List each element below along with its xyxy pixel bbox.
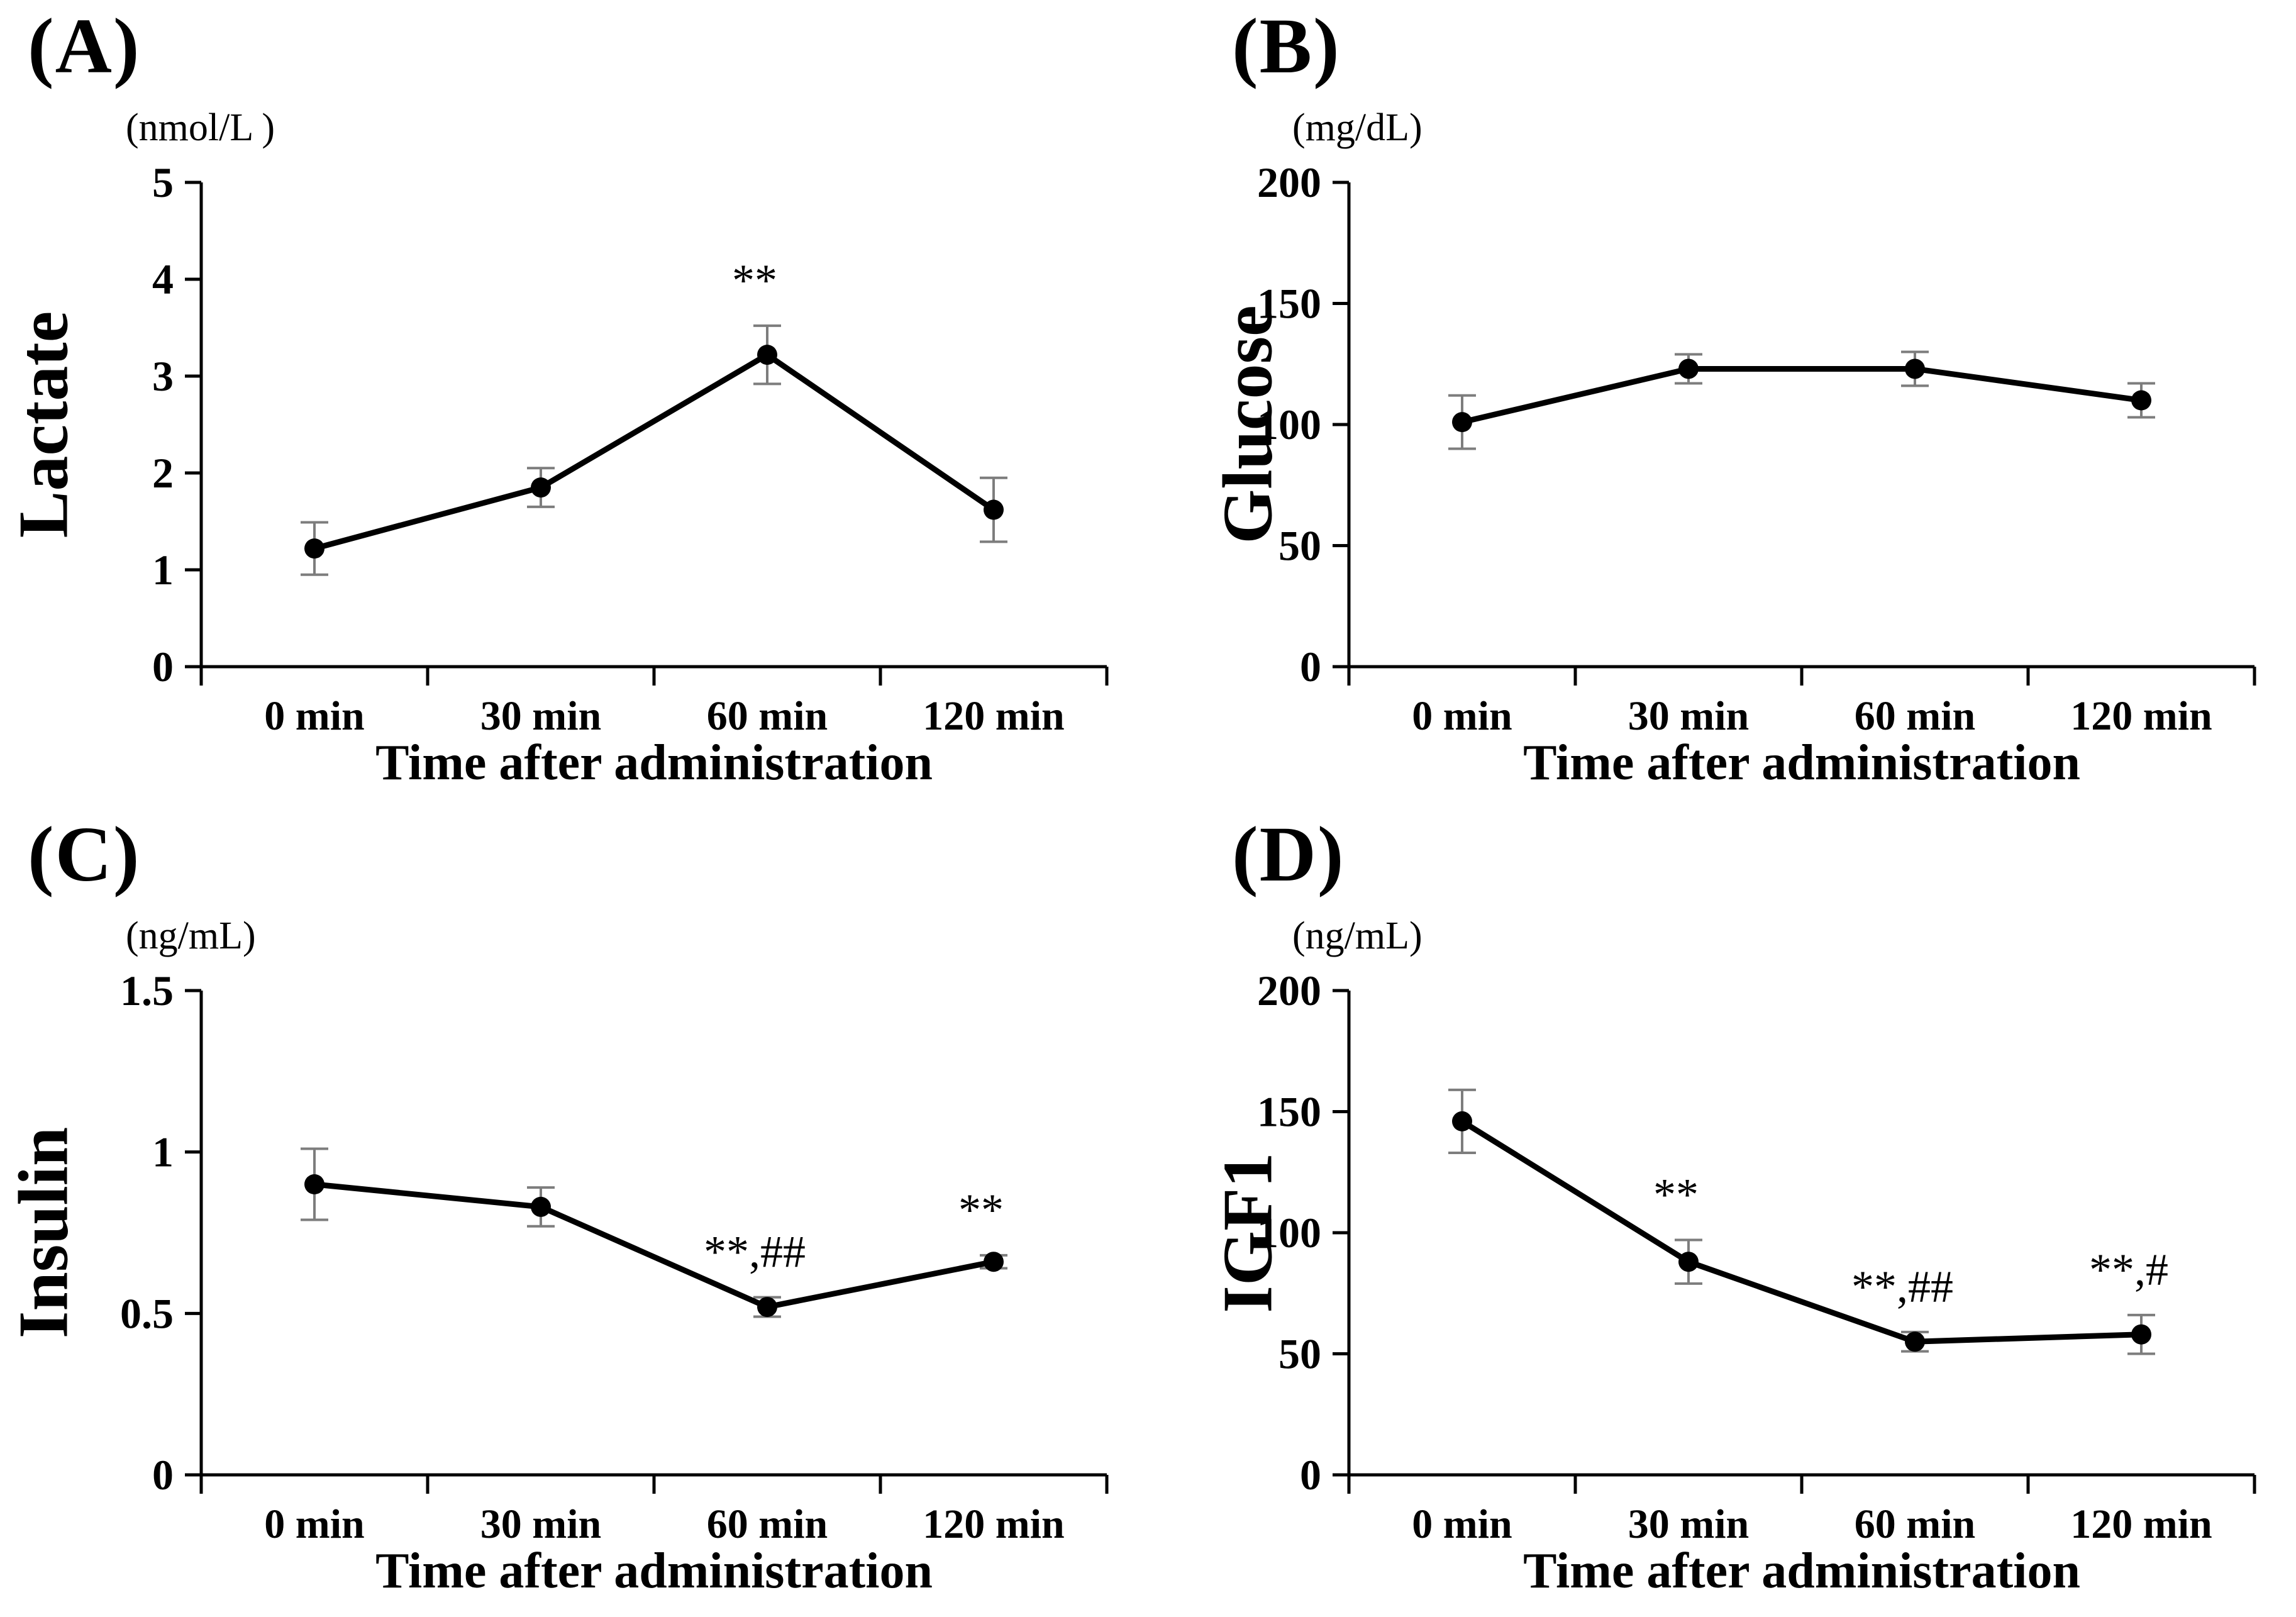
series-line [311,351,997,552]
panel-c-x-axis-title: Time after administration [375,1543,933,1599]
data-point [2131,1324,2151,1345]
y-tick-label: 1.5 [120,967,174,1014]
significance-annotation: ** [732,255,777,306]
y-tick-label: 0.5 [120,1289,174,1337]
panel-d-x-axis-title: Time after administration [1523,1543,2080,1599]
panel-c-chart-canvas: 0 0.5 1 1.5 0 min 30 min 60 min 120 min **,## ** [120,967,1109,1547]
panel-c-y-axis-title: Insulin [4,1126,83,1339]
panel-c: 0 0.5 1 1.5 0 min 30 min 60 min 120 min **,## ** … [0,808,1148,1617]
data-point [304,1174,324,1194]
panel-d-y-axis-title: IGF1 [1209,1152,1287,1313]
panel-b-chart-canvas: 0 50 100 150 200 0 min 30 min 60 min 120 min [1257,158,2256,739]
panel-b-letter: (B) [1232,3,1341,90]
data-point [1905,1331,1925,1352]
x-category-label: 60 min [707,1501,828,1547]
panel-a-x-axis-title: Time after administration [375,735,933,791]
significance-annotation: **,# [2089,1245,2168,1295]
x-category-label: 120 min [2070,1501,2212,1547]
series-line [1459,365,2144,425]
y-tick-label: 4 [152,255,174,303]
x-category-label: 0 min [264,693,365,739]
y-tick-label: 5 [152,158,174,206]
panel-a-letter: (A) [28,3,141,90]
y-tick-label: 0 [1300,643,1321,691]
y-tick-label: 0 [152,1451,174,1499]
panel-c-y-unit: (ng/mL) [126,914,256,957]
panel-d: 0 50 100 150 200 0 min 30 min 60 min 120 min ** **… [1148,808,2296,1617]
data-point [1452,412,1472,433]
y-tick-label: 50 [1278,522,1321,570]
x-category-label: 120 min [923,1501,1065,1547]
x-category-label: 30 min [1628,1501,1750,1547]
panel-d-y-unit: (ng/mL) [1292,914,1423,957]
x-category-label: 30 min [1628,693,1750,739]
data-point [304,538,324,559]
x-category-label: 30 min [480,693,602,739]
significance-annotation: ** [1653,1170,1699,1220]
y-tick-label: 0 [152,643,174,691]
data-point [531,477,551,498]
data-point [984,499,1004,520]
data-point [1452,1111,1472,1131]
panel-a-y-axis-title: Lactate [4,311,83,538]
x-category-label: 120 min [923,693,1065,739]
significance-annotation: ** [958,1185,1004,1235]
y-tick-label: 3 [152,352,174,400]
data-point [531,1196,551,1217]
x-category-label: 60 min [707,693,828,739]
panel-d-letter: (D) [1232,811,1345,898]
panel-b-y-unit: (mg/dL) [1292,106,1423,149]
x-category-label: 120 min [2070,693,2212,739]
significance-annotation: **,## [1851,1262,1953,1312]
y-tick-label: 50 [1278,1330,1321,1378]
y-tick-label: 100 [1257,1209,1321,1257]
series-line [311,1181,997,1310]
y-tick-label: 150 [1257,280,1321,328]
panel-a-y-unit: (nmol/L ) [126,106,275,149]
data-point [757,345,777,365]
y-tick-label: 1 [152,546,174,594]
x-category-label: 30 min [480,1501,602,1547]
data-point [1678,358,1699,379]
data-point [757,1297,777,1318]
x-category-label: 0 min [1412,693,1512,739]
data-point [984,1252,1004,1272]
x-category-label: 0 min [264,1501,365,1547]
data-point [2131,390,2151,411]
y-tick-label: 200 [1257,967,1321,1014]
series-line [1459,1118,2144,1345]
panel-b-y-axis-title: Glucose [1209,305,1287,544]
y-tick-label: 100 [1257,401,1321,448]
x-category-label: 60 min [1855,693,1976,739]
data-point [1678,1252,1699,1272]
data-point [1905,358,1925,379]
y-tick-label: 1 [152,1128,174,1176]
panel-b: 0 50 100 150 200 0 min 30 min 60 min 120 min (B)… [1148,0,2296,808]
x-category-label: 0 min [1412,1501,1512,1547]
y-tick-label: 0 [1300,1451,1321,1499]
x-category-label: 60 min [1855,1501,1976,1547]
panel-b-x-axis-title: Time after administration [1523,735,2080,791]
panel-a: 0 1 2 3 4 5 0 min 30 min 60 min 120 min ** (A) (nm… [0,0,1148,808]
panel-c-letter: (C) [28,811,141,898]
y-tick-label: 200 [1257,158,1321,206]
panel-d-chart-canvas: 0 50 100 150 200 0 min 30 min 60 min 120 min ** **… [1257,967,2256,1547]
panel-a-chart-canvas: 0 1 2 3 4 5 0 min 30 min 60 min 120 min ** [152,158,1109,739]
y-tick-label: 150 [1257,1088,1321,1136]
significance-annotation: **,## [704,1227,806,1277]
y-tick-label: 2 [152,449,174,497]
